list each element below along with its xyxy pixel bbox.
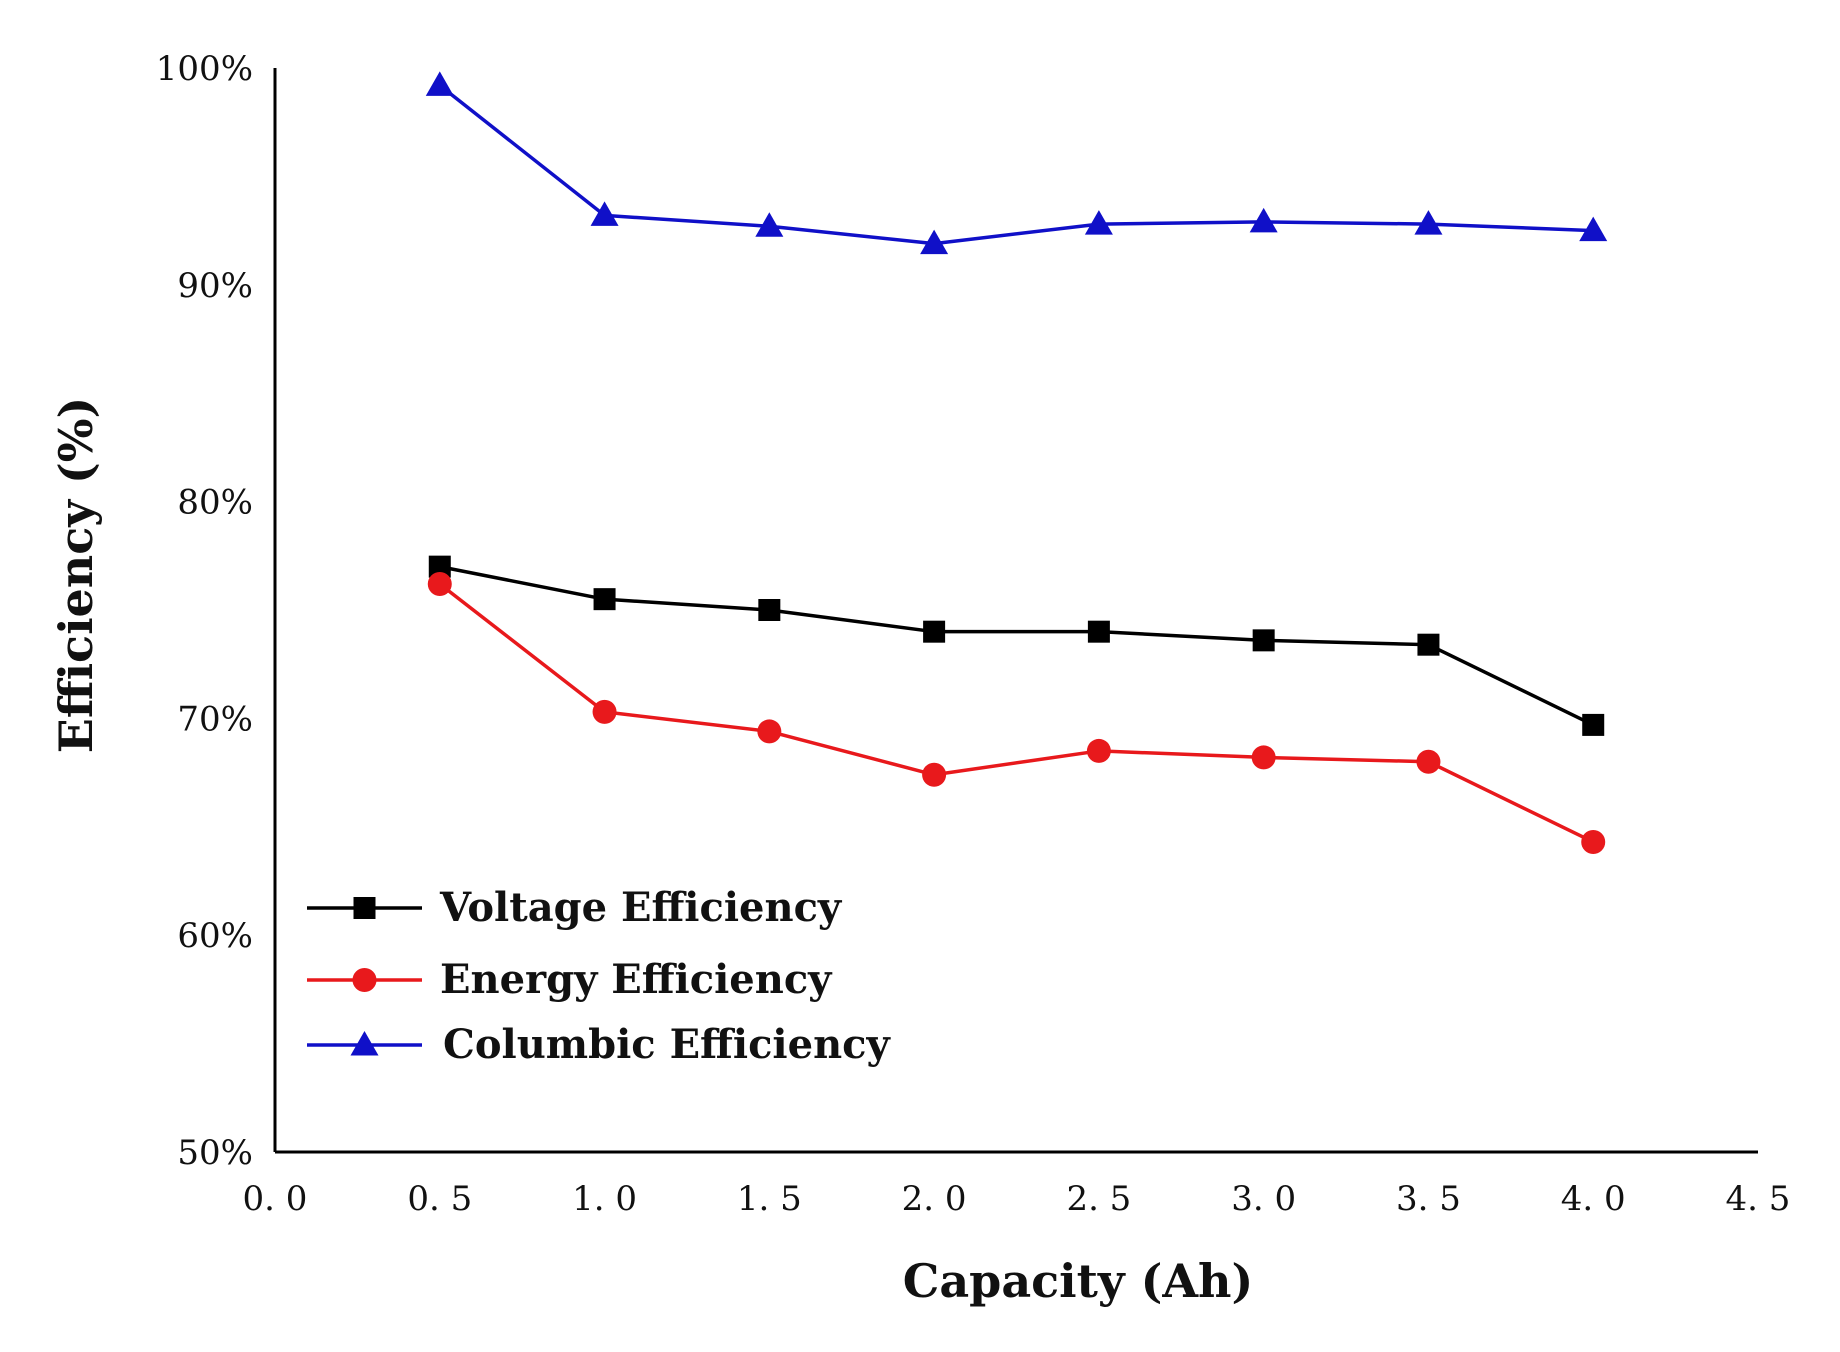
voltage-efficiency-point — [428, 555, 451, 578]
x-tick-label: 3. 5 — [1396, 1179, 1461, 1219]
energy-efficiency-point — [1416, 749, 1441, 774]
x-tick-label: 4. 0 — [1561, 1179, 1626, 1219]
axes — [273, 68, 1758, 1154]
energy-efficiency-point — [1581, 829, 1606, 854]
legend-item-voltage-efficiency: Voltage Efficiency — [307, 884, 843, 931]
legend-label: Energy Efficiency — [440, 956, 833, 1003]
columbic-efficiency-point — [1414, 210, 1443, 235]
voltage-efficiency-point — [1582, 713, 1605, 736]
legend-item-energy-efficiency: Energy Efficiency — [307, 956, 833, 1003]
energy-efficiency-point — [1251, 745, 1276, 770]
x-tick-label: 0. 5 — [407, 1179, 472, 1219]
energy-efficiency-point — [592, 699, 617, 724]
x-tick-labels: 0. 0 0. 5 1. 0 1. 5 2. 0 2. 5 3. 0 3. 5 4. 0 4. 5 — [243, 1179, 1791, 1219]
energy-efficiency-point — [922, 762, 947, 787]
columbic-efficiency-point — [1579, 216, 1608, 242]
voltage-efficiency-point — [1417, 633, 1440, 656]
y-tick-label: 70% — [177, 699, 253, 739]
series-voltage-efficiency — [428, 555, 1605, 736]
columbic-efficiency-point — [1084, 210, 1113, 235]
voltage-efficiency-line — [439, 564, 1594, 727]
voltage-efficiency-point — [1087, 620, 1110, 643]
voltage-efficiency-point — [1252, 629, 1275, 652]
columbic-efficiency-point — [1249, 207, 1278, 233]
legend-marker — [350, 1031, 379, 1056]
x-tick-label: 1. 5 — [737, 1179, 802, 1219]
y-tick-label: 80% — [177, 483, 253, 523]
voltage-efficiency-point — [923, 620, 946, 643]
energy-efficiency-point — [757, 719, 782, 744]
legend-marker — [352, 968, 377, 992]
energy-efficiency-point — [1086, 738, 1111, 763]
x-tick-label: 2. 5 — [1066, 1179, 1131, 1219]
voltage-efficiency-point — [758, 599, 781, 621]
x-axis-title: Capacity (Ah) — [903, 1254, 1254, 1308]
columbic-efficiency-point — [590, 201, 619, 226]
series-energy-efficiency — [427, 571, 1606, 854]
legend-item-columbic-efficiency: Columbic Efficiency — [307, 1021, 892, 1068]
y-axis-title: Efficiency (%) — [49, 397, 103, 753]
x-tick-label: 3. 0 — [1231, 1179, 1296, 1219]
energy-efficiency-point — [427, 571, 452, 596]
data-series — [425, 71, 1608, 854]
y-tick-labels: 50% 60% 70% 80% 90% 100% — [156, 49, 253, 1173]
y-tick-label: 100% — [156, 49, 253, 89]
legend: Voltage Efficiency Energy Efficiency Colum… — [307, 884, 892, 1068]
legend-marker — [353, 897, 376, 919]
legend-label: Columbic Efficiency — [443, 1021, 892, 1068]
voltage-efficiency-point — [593, 588, 616, 611]
columbic-efficiency-point — [920, 229, 949, 255]
y-tick-label: 60% — [177, 916, 253, 956]
legend-label: Voltage Efficiency — [439, 884, 843, 931]
x-tick-label: 4. 5 — [1726, 1179, 1791, 1219]
columbic-efficiency-point — [425, 71, 454, 96]
y-tick-label: 50% — [177, 1133, 253, 1173]
x-tick-label: 0. 0 — [243, 1179, 308, 1219]
y-tick-label: 90% — [177, 266, 253, 306]
energy-efficiency-line — [438, 582, 1594, 844]
columbic-efficiency-point — [755, 212, 784, 237]
x-tick-label: 2. 0 — [902, 1179, 967, 1219]
columbic-efficiency-line — [438, 83, 1594, 246]
series-columbic-efficiency — [425, 71, 1608, 255]
x-tick-label: 1. 0 — [572, 1179, 637, 1219]
